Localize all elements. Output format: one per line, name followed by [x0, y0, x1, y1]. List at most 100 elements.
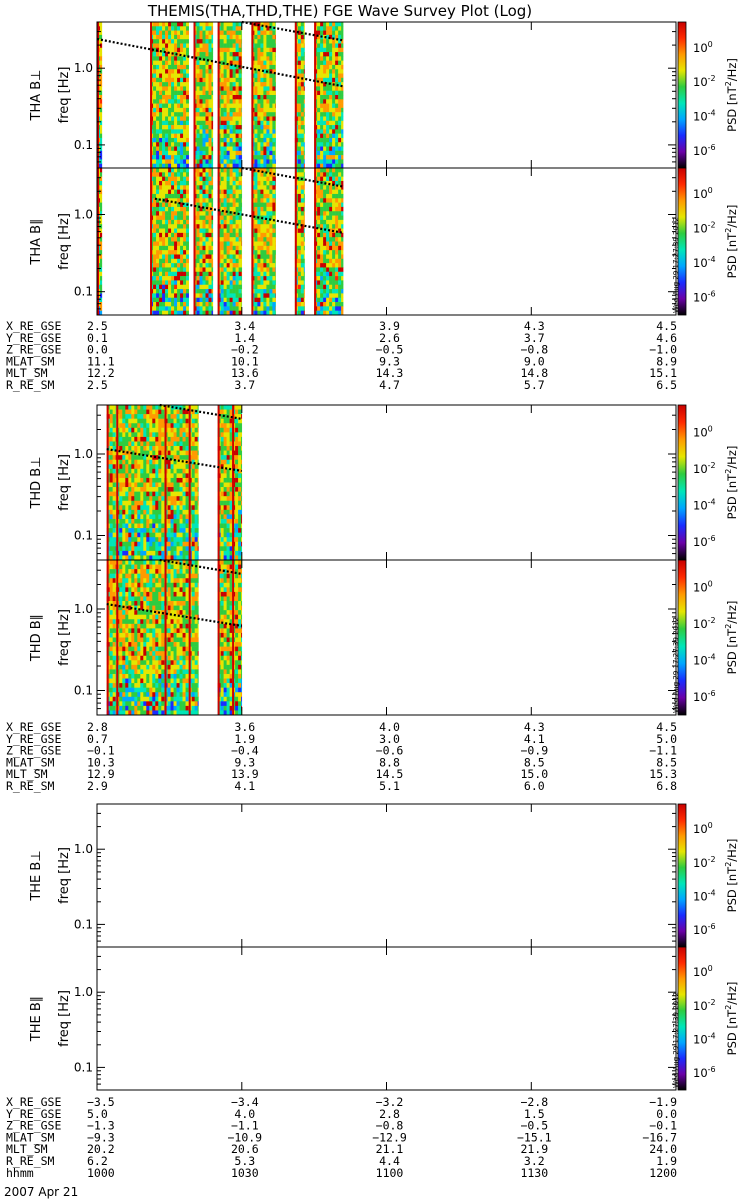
- spectrogram-cell: [180, 99, 184, 104]
- spectrogram-cell: [162, 310, 166, 316]
- spectrogram-cell: [232, 241, 236, 247]
- spectrogram-cell: [338, 224, 342, 229]
- spectrogram-cell: [272, 202, 276, 208]
- spectrogram-cell: [220, 125, 224, 130]
- spectrogram-cell: [208, 163, 212, 169]
- spectrogram-cell: [223, 258, 227, 264]
- spectrogram-cell: [226, 73, 230, 79]
- spectrogram-cell: [128, 455, 132, 461]
- spectrogram-cell: [122, 427, 126, 433]
- spectrogram-cell: [171, 82, 175, 87]
- spectrogram-cell: [223, 263, 227, 268]
- spectrogram-cell: [338, 241, 342, 247]
- spectrogram-cell: [226, 43, 230, 49]
- spectrogram-cell: [143, 427, 147, 433]
- spectrogram-cell: [269, 47, 273, 53]
- spectrogram-cell: [199, 142, 203, 147]
- spectrogram-cell: [232, 86, 236, 91]
- spectrogram-cell: [220, 159, 224, 164]
- spectrogram-cell: [194, 477, 198, 483]
- spectrogram-cell: [156, 280, 160, 286]
- spectrogram-cell: [266, 112, 270, 117]
- spectrogram-cell: [335, 254, 339, 260]
- spectrogram-cell: [156, 250, 160, 255]
- spectrogram-cell: [176, 491, 180, 497]
- spectrogram-cell: [177, 193, 181, 199]
- spectrogram-cell: [180, 103, 184, 109]
- spectrogram-cell: [186, 189, 189, 195]
- spectrogram-cell: [165, 180, 169, 186]
- spectrogram-cell: [297, 271, 302, 277]
- spectrogram-cell: [238, 180, 242, 186]
- spectrogram-cell: [159, 30, 163, 36]
- spectrogram-cell: [211, 211, 214, 216]
- spectrogram-cell: [159, 103, 163, 109]
- spectrogram-cell: [155, 487, 159, 492]
- spectrogram-cell: [131, 418, 135, 424]
- spectrogram-cell: [115, 541, 117, 547]
- spectrogram-cell: [254, 73, 258, 79]
- spectrogram-cell: [329, 258, 333, 264]
- spectrogram-cell: [303, 26, 305, 31]
- spectrogram-cell: [115, 441, 117, 447]
- spectrogram-cell: [300, 280, 305, 286]
- spectrogram-cell: [153, 198, 157, 203]
- spectrogram-cell: [180, 159, 184, 164]
- spectrogram-cell: [303, 43, 305, 49]
- spectrogram-cell: [238, 280, 242, 286]
- spectrogram-cell: [238, 112, 242, 117]
- spectrogram-cell: [323, 168, 327, 173]
- spectrogram-cell: [196, 142, 200, 147]
- spectrogram-cell: [156, 263, 160, 268]
- spectrogram-cell: [202, 137, 206, 143]
- colorbar-label-part: /Hz]: [725, 205, 739, 228]
- spectrogram-cell: [297, 150, 302, 156]
- spectrogram-cell: [109, 505, 113, 511]
- spectrogram-cell: [320, 82, 324, 87]
- spectrogram-cell: [179, 473, 183, 479]
- spectrogram-cell: [176, 473, 180, 479]
- spectrogram-cell: [161, 532, 165, 538]
- spectrogram-cell: [223, 232, 227, 238]
- spectrogram-cell: [202, 271, 206, 277]
- spectrogram-cell: [202, 73, 206, 79]
- spectrogram-cell: [180, 137, 184, 143]
- spectrogram-cell: [338, 95, 342, 100]
- spectrogram-cell: [156, 202, 160, 208]
- spectrogram-cell: [263, 90, 267, 96]
- spectrogram-cell: [152, 423, 156, 429]
- spectrogram-cell: [137, 496, 141, 502]
- spectrogram-cell: [338, 258, 342, 264]
- spectrogram-cell: [153, 56, 157, 61]
- spectrogram-cell: [211, 60, 214, 66]
- spectrogram-cell: [269, 176, 273, 182]
- spectrogram-cell: [317, 254, 321, 260]
- spectrogram-cell: [168, 73, 172, 79]
- spectrogram-cell: [174, 77, 178, 83]
- spectrogram-cell: [155, 441, 159, 447]
- spectrogram-cell: [269, 26, 273, 31]
- spectrogram-cell: [272, 95, 276, 100]
- spectrogram-cell: [158, 409, 162, 415]
- spectrogram-cell: [323, 116, 327, 122]
- spectrogram-cell: [183, 189, 187, 195]
- spectrogram-cell: [238, 95, 242, 100]
- spectrogram-cell: [158, 528, 162, 533]
- spectrogram-cell: [183, 52, 187, 57]
- spectrogram-cell: [272, 30, 276, 36]
- spectrogram-cell: [143, 541, 147, 547]
- spectrogram-cell: [180, 228, 184, 234]
- spectrogram-cell: [317, 302, 321, 307]
- spectrogram-cell: [254, 224, 258, 229]
- spectrogram-cell: [179, 446, 183, 451]
- spectrogram-cell: [196, 310, 200, 316]
- spectrogram-cell: [137, 487, 141, 492]
- spectrogram-cell: [143, 441, 147, 447]
- spectrogram-cell: [317, 95, 321, 100]
- spectrogram-cell: [297, 280, 302, 286]
- spectrogram-cell: [109, 555, 113, 561]
- spectrogram-cell: [232, 30, 236, 36]
- spectrogram-cell: [323, 82, 327, 87]
- spectrogram-cell: [152, 487, 156, 492]
- spectrogram-cell: [185, 523, 189, 529]
